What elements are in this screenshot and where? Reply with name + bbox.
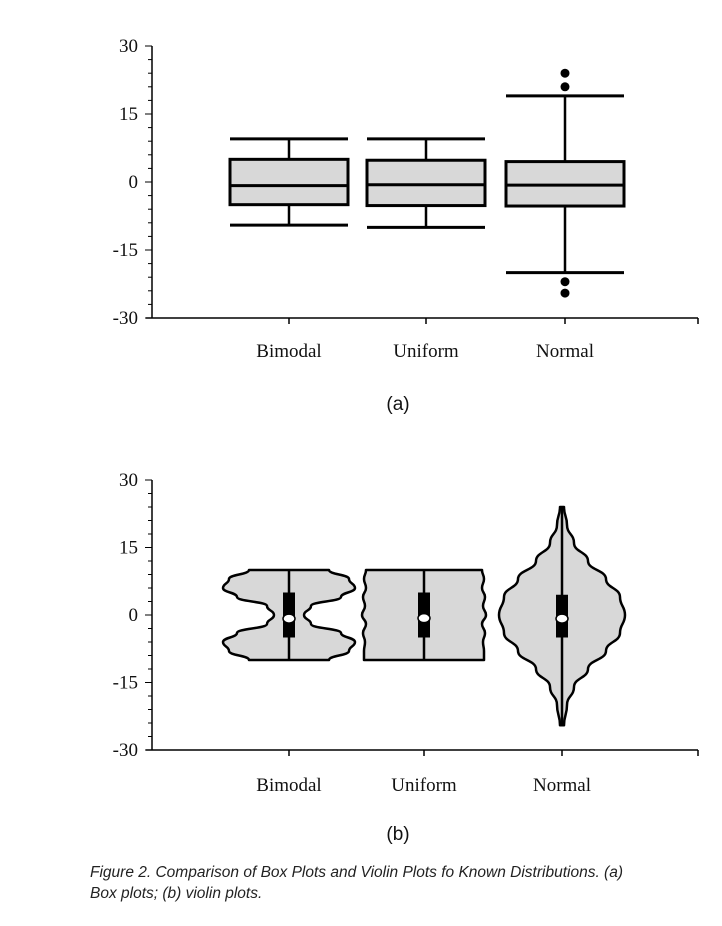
box-plot-panel: 30 15 0 -15 -30 Bimodal Uniform Normal (a) [113, 36, 699, 415]
y-tick-label: 30 [119, 470, 138, 491]
violin-plot-panel: 30 15 0 -15 -30 Bimodal Uniform Normal (b) [113, 470, 699, 845]
x-category-label: Bimodal [256, 341, 321, 362]
box-plot-uniform [365, 137, 487, 229]
y-tick-label: -15 [113, 240, 138, 261]
violin-plot-uniform [360, 568, 488, 662]
x-category-label: Uniform [391, 775, 457, 796]
outlier-point [560, 277, 570, 287]
y-tick-label: 0 [129, 605, 139, 626]
outlier-point [560, 82, 570, 92]
y-tick-label: 15 [119, 538, 138, 559]
x-category-label: Bimodal [256, 775, 321, 796]
y-tick-label: -30 [113, 740, 138, 761]
iqr-box [365, 158, 487, 208]
violin-plot-bimodal [221, 568, 357, 662]
violin-median-marker [417, 612, 431, 624]
x-category-label: Normal [533, 775, 591, 796]
outlier-point [560, 68, 570, 78]
y-tick-label: 0 [129, 172, 139, 193]
iqr-box [228, 157, 350, 207]
figure-caption: Figure 2. Comparison of Box Plots and Vi… [90, 864, 623, 902]
box-plot-bimodal [228, 137, 350, 227]
x-category-label: Uniform [393, 341, 459, 362]
outlier-point [560, 288, 570, 298]
violin-median-marker [282, 613, 296, 624]
violin-median-marker [555, 613, 569, 624]
x-category-label: Normal [536, 341, 594, 362]
y-tick-label: -30 [113, 308, 138, 329]
y-tick-label: 30 [119, 36, 138, 57]
y-tick-label: -15 [113, 673, 138, 694]
box-plot-normal [504, 68, 626, 298]
panel-label: (a) [386, 394, 409, 415]
violin-plot-normal [497, 505, 627, 727]
y-tick-label: 15 [119, 104, 138, 125]
panel-label: (b) [386, 824, 409, 845]
